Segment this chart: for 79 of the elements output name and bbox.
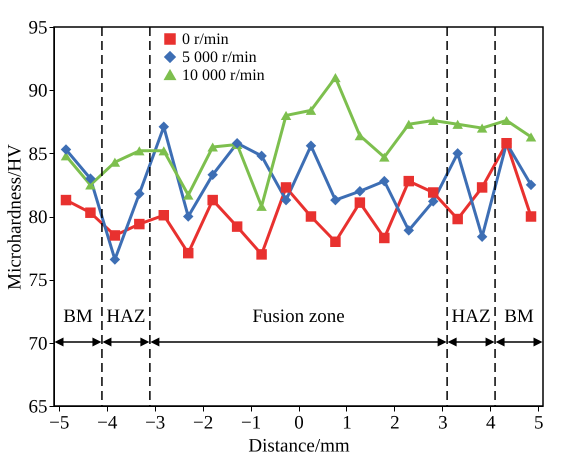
point — [526, 132, 536, 142]
legend-label: 0 r/min — [182, 31, 229, 48]
point — [330, 194, 341, 206]
x-tick-label: −4 — [97, 412, 118, 434]
point — [476, 182, 488, 193]
legend-label: 10 000 r/min — [182, 67, 265, 84]
point — [354, 197, 366, 208]
point — [232, 221, 242, 232]
point — [280, 110, 292, 120]
x-tick-label: −1 — [240, 412, 262, 434]
point — [158, 122, 170, 132]
point — [354, 186, 366, 196]
point — [182, 190, 194, 200]
point — [85, 207, 96, 218]
point — [404, 176, 414, 186]
point — [306, 140, 316, 151]
point — [182, 211, 194, 222]
point — [134, 146, 145, 156]
point — [158, 210, 170, 220]
point — [134, 218, 145, 230]
point — [207, 170, 218, 180]
x-tick-label: −3 — [145, 412, 166, 434]
point — [256, 150, 267, 162]
point — [379, 176, 390, 186]
annotation: Fusion zone — [252, 306, 345, 327]
point — [330, 72, 341, 82]
point — [256, 249, 267, 260]
point — [182, 248, 194, 258]
y-axis-title: Microhardness/HV — [4, 144, 26, 290]
point — [280, 194, 292, 206]
x-tick-label: −2 — [193, 412, 214, 434]
x-tick-label: −5 — [49, 412, 70, 434]
x-tick-label: 1 — [342, 412, 352, 434]
point — [280, 182, 292, 193]
point — [428, 196, 438, 207]
point — [428, 187, 438, 198]
annotation: HAZ — [452, 306, 491, 327]
y-tick-label: 90 — [28, 80, 48, 102]
point — [134, 188, 145, 200]
point — [452, 214, 463, 224]
annotation: BM — [504, 306, 534, 327]
point — [379, 152, 390, 162]
point — [526, 211, 536, 222]
point — [60, 194, 72, 206]
y-tick-label: 85 — [28, 144, 48, 165]
legend-label: 5 000 r/min — [182, 49, 257, 66]
x-tick-label: 2 — [390, 412, 400, 434]
x-tick-label: 3 — [438, 412, 448, 434]
y-tick-label: 70 — [28, 333, 48, 354]
point — [110, 158, 120, 167]
point — [158, 146, 170, 156]
point — [85, 173, 96, 184]
y-tick-label: 95 — [28, 18, 48, 38]
point — [379, 232, 390, 244]
point — [60, 144, 72, 155]
point — [501, 116, 512, 126]
point — [476, 124, 488, 133]
point — [110, 230, 120, 241]
y-tick-label: 65 — [28, 396, 48, 418]
point — [452, 120, 463, 129]
y-tick-label: 80 — [28, 207, 48, 228]
point — [306, 211, 316, 222]
point — [306, 106, 316, 115]
x-tick-label: 4 — [486, 412, 496, 434]
x-tick-label: 0 — [294, 412, 304, 434]
point — [452, 148, 463, 159]
point — [404, 225, 414, 236]
x-tick-label: 5 — [534, 412, 544, 434]
y-tick-label: 75 — [28, 270, 48, 292]
annotation: HAZ — [106, 306, 146, 327]
x-axis-title: Distance/mm — [248, 436, 350, 456]
point — [110, 254, 120, 265]
point — [428, 116, 438, 126]
point — [526, 180, 536, 190]
point — [404, 120, 414, 129]
point — [207, 142, 218, 152]
point — [207, 194, 218, 206]
annotation: BM — [63, 306, 93, 327]
point — [330, 236, 341, 248]
